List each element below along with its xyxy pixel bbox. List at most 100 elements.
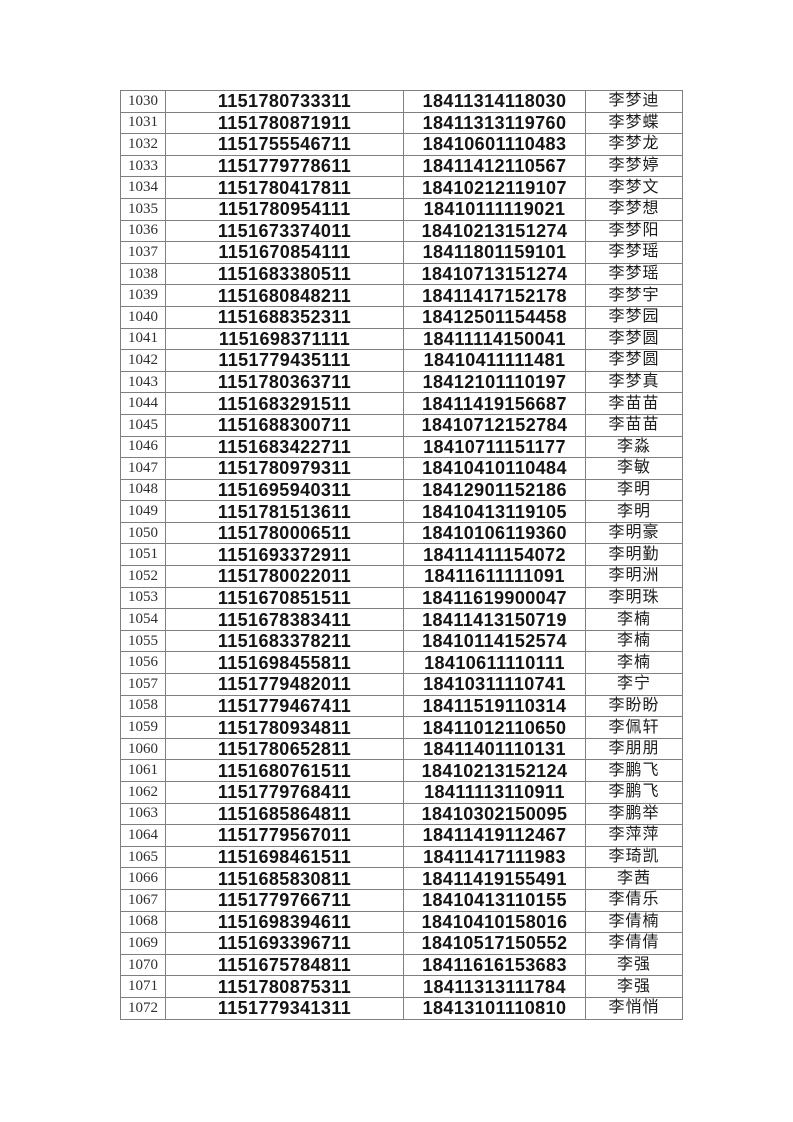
id-number-1-cell: 1151695940311 — [165, 478, 404, 502]
name-cell: 李苗苗 — [585, 413, 683, 437]
id-number-1-cell: 1151683378211 — [165, 629, 404, 653]
id-number-2-cell: 18411313119760 — [403, 111, 586, 135]
table-row: 1044 1151683291511 18411419156687 李苗苗 — [120, 392, 683, 415]
sequence-number-cell: 1057 — [120, 673, 166, 696]
table-row: 1049 1151781513611 18410413119105 李明 — [120, 500, 683, 523]
table-row: 1036 1151673374011 18410213151274 李梦阳 — [120, 219, 683, 243]
name-cell: 李梦瑶 — [585, 241, 683, 264]
id-number-2-cell: 18411417111983 — [403, 845, 586, 869]
table-row: 1038 1151683380511 18410713151274 李梦瑶 — [120, 262, 683, 286]
table-row: 1041 1151698371111 18411114150041 李梦圆 — [120, 327, 683, 351]
sequence-number-cell: 1049 — [120, 500, 166, 523]
table-row: 1063 1151685864811 18410302150095 李鹏举 — [120, 802, 683, 826]
table-row: 1058 1151779467411 18411519110314 李盼盼 — [120, 694, 683, 718]
sequence-number-cell: 1055 — [120, 629, 166, 653]
roster-table-body: 1030 1151780733311 18411314118030 李梦迪 10… — [120, 90, 683, 1020]
sequence-number-cell: 1059 — [120, 716, 166, 739]
name-cell: 李悄悄 — [585, 996, 683, 1020]
id-number-2-cell: 18411012110650 — [403, 716, 586, 739]
id-number-1-cell: 1151780733311 — [165, 90, 404, 113]
id-number-1-cell: 1151780363711 — [165, 370, 404, 394]
name-cell: 李敏 — [585, 457, 683, 480]
id-number-2-cell: 18410413119105 — [403, 500, 586, 523]
table-row: 1053 1151670851511 18411619900047 李明珠 — [120, 586, 683, 610]
table-row: 1062 1151779768411 18411113110911 李鹏飞 — [120, 781, 683, 804]
table-row: 1061 1151680761511 18410213152124 李鹏飞 — [120, 759, 683, 782]
table-row: 1040 1151688352311 18412501154458 李梦园 — [120, 305, 683, 329]
id-number-2-cell: 18412101110197 — [403, 370, 586, 394]
name-cell: 李强 — [585, 953, 683, 977]
sequence-number-cell: 1069 — [120, 932, 166, 955]
sequence-number-cell: 1067 — [120, 888, 166, 912]
id-number-1-cell: 1151688300711 — [165, 413, 404, 437]
name-cell: 李楠 — [585, 651, 683, 675]
name-cell: 李梦圆 — [585, 349, 683, 372]
id-number-1-cell: 1151683291511 — [165, 392, 404, 415]
id-number-2-cell: 18411411154072 — [403, 543, 586, 567]
name-cell: 李梦婷 — [585, 154, 683, 178]
id-number-1-cell: 1151780417811 — [165, 176, 404, 199]
sequence-number-cell: 1032 — [120, 133, 166, 156]
name-cell: 李梦真 — [585, 370, 683, 394]
sequence-number-cell: 1054 — [120, 608, 166, 631]
name-cell: 李梦龙 — [585, 133, 683, 156]
table-row: 1045 1151688300711 18410712152784 李苗苗 — [120, 413, 683, 437]
id-number-1-cell: 1151688352311 — [165, 305, 404, 329]
id-number-1-cell: 1151779766711 — [165, 888, 404, 912]
id-number-1-cell: 1151779567011 — [165, 824, 404, 847]
sequence-number-cell: 1037 — [120, 241, 166, 264]
id-number-2-cell: 18410111119021 — [403, 197, 586, 221]
table-row: 1067 1151779766711 18410413110155 李倩乐 — [120, 888, 683, 912]
id-number-2-cell: 18410212119107 — [403, 176, 586, 199]
id-number-2-cell: 18410711151177 — [403, 435, 586, 459]
table-row: 1043 1151780363711 18412101110197 李梦真 — [120, 370, 683, 394]
name-cell: 李茜 — [585, 867, 683, 890]
sequence-number-cell: 1064 — [120, 824, 166, 847]
table-row: 1037 1151670854111 18411801159101 李梦瑶 — [120, 241, 683, 264]
table-row: 1048 1151695940311 18412901152186 李明 — [120, 478, 683, 502]
sequence-number-cell: 1053 — [120, 586, 166, 610]
name-cell: 李明勤 — [585, 543, 683, 567]
table-row: 1065 1151698461511 18411417111983 李琦凯 — [120, 845, 683, 869]
id-number-2-cell: 18411114150041 — [403, 327, 586, 351]
table-row: 1052 1151780022011 18411611111091 李明洲 — [120, 565, 683, 588]
id-number-1-cell: 1151779778611 — [165, 154, 404, 178]
name-cell: 李梦圆 — [585, 327, 683, 351]
sequence-number-cell: 1062 — [120, 781, 166, 804]
id-number-1-cell: 1151683380511 — [165, 262, 404, 286]
id-number-2-cell: 18410611110111 — [403, 651, 586, 675]
table-row: 1066 1151685830811 18411419155491 李茜 — [120, 867, 683, 890]
sequence-number-cell: 1045 — [120, 413, 166, 437]
id-number-1-cell: 1151779482011 — [165, 673, 404, 696]
sequence-number-cell: 1065 — [120, 845, 166, 869]
sequence-number-cell: 1072 — [120, 996, 166, 1020]
id-number-2-cell: 18411401110131 — [403, 737, 586, 761]
id-number-2-cell: 18411412110567 — [403, 154, 586, 178]
id-number-1-cell: 1151780006511 — [165, 521, 404, 545]
name-cell: 李梦想 — [585, 197, 683, 221]
sequence-number-cell: 1063 — [120, 802, 166, 826]
id-number-1-cell: 1151780871911 — [165, 111, 404, 135]
sequence-number-cell: 1046 — [120, 435, 166, 459]
id-number-1-cell: 1151779768411 — [165, 781, 404, 804]
name-cell: 李鹏飞 — [585, 781, 683, 804]
id-number-1-cell: 1151685830811 — [165, 867, 404, 890]
table-row: 1072 1151779341311 18413101110810 李悄悄 — [120, 996, 683, 1020]
id-number-1-cell: 1151755546711 — [165, 133, 404, 156]
id-number-1-cell: 1151779341311 — [165, 996, 404, 1020]
name-cell: 李朋朋 — [585, 737, 683, 761]
id-number-2-cell: 18412901152186 — [403, 478, 586, 502]
name-cell: 李明 — [585, 478, 683, 502]
table-row: 1069 1151693396711 18410517150552 李倩倩 — [120, 932, 683, 955]
id-number-1-cell: 1151780875311 — [165, 975, 404, 998]
name-cell: 李梦宇 — [585, 284, 683, 307]
name-cell: 李萍萍 — [585, 824, 683, 847]
table-row: 1051 1151693372911 18411411154072 李明勤 — [120, 543, 683, 567]
sequence-number-cell: 1043 — [120, 370, 166, 394]
id-number-1-cell: 1151780022011 — [165, 565, 404, 588]
id-number-2-cell: 18410114152574 — [403, 629, 586, 653]
id-number-1-cell: 1151780954111 — [165, 197, 404, 221]
id-number-1-cell: 1151680761511 — [165, 759, 404, 782]
id-number-1-cell: 1151670851511 — [165, 586, 404, 610]
